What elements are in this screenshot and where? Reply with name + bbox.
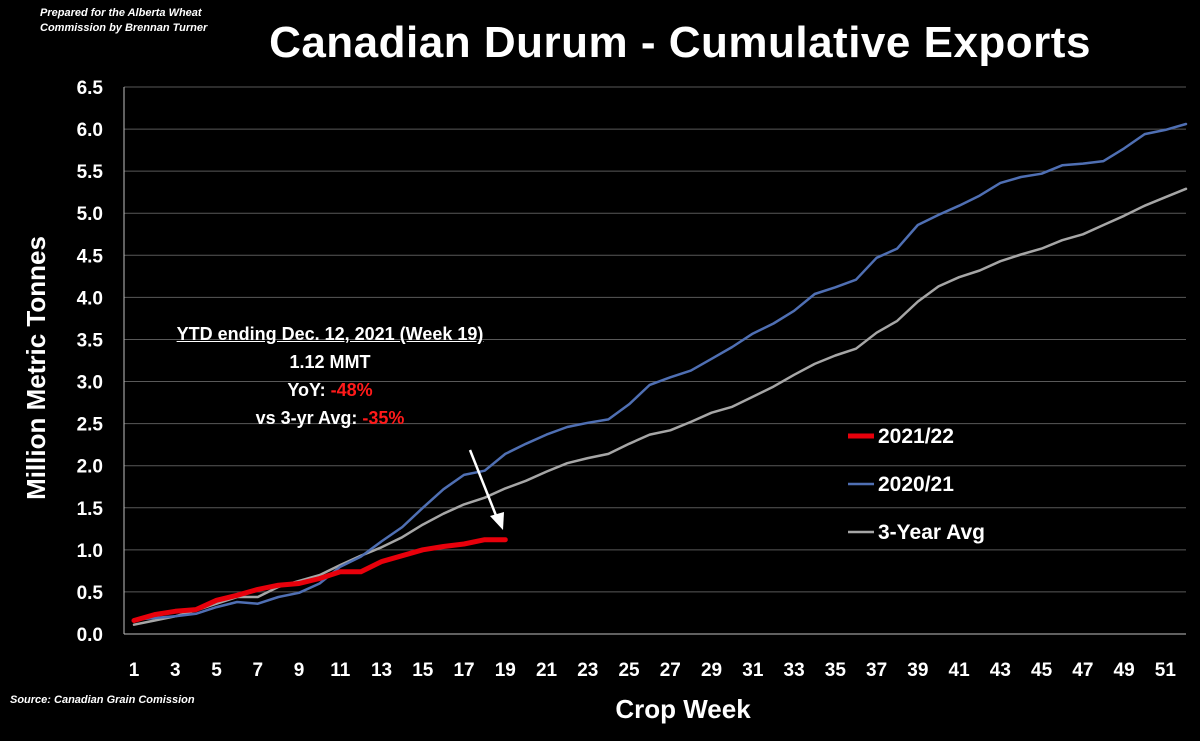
series-line [132, 187, 1188, 626]
annotation-heading: YTD ending Dec. 12, 2021 (Week 19) [176, 324, 484, 344]
y-tick-label: 1.5 [77, 499, 104, 520]
y-tick-label: 4.5 [77, 246, 104, 267]
series-line [131, 537, 508, 623]
legend: 2021/22 2020/21 3-Year Avg [848, 425, 985, 544]
y-tick-label: 2.0 [77, 457, 103, 478]
yoy-label: YoY: [287, 380, 331, 400]
x-tick-label: 13 [371, 660, 392, 681]
x-tick-label: 47 [1072, 660, 1093, 681]
y-tick-label: 4.0 [77, 288, 103, 309]
x-tick-label: 25 [618, 660, 640, 681]
x-tick-label: 11 [330, 660, 351, 681]
y-tick-label: 1.0 [77, 541, 103, 562]
x-axis-label: Crop Week [615, 694, 751, 724]
gridlines [123, 86, 1186, 635]
annotation-vs-avg: vs 3-yr Avg: -35% [140, 404, 520, 432]
annotation-arrow [468, 449, 499, 519]
x-tick-label: 3 [170, 660, 181, 681]
y-tick-label: 2.5 [77, 415, 104, 436]
x-tick-label: 31 [742, 660, 764, 681]
x-tick-label: 17 [453, 660, 474, 681]
series-line [132, 122, 1188, 621]
x-tick-label: 51 [1155, 660, 1177, 681]
x-tick-label: 5 [211, 660, 222, 681]
legend-label: 2021/22 [878, 425, 954, 448]
x-tick-label: 15 [412, 660, 434, 681]
y-axis-label: Million Metric Tonnes [21, 236, 51, 500]
data-series [131, 122, 1188, 626]
x-tick-label: 43 [990, 660, 1011, 681]
x-tick-label: 49 [1114, 660, 1135, 681]
x-tick-label: 41 [949, 660, 971, 681]
x-tick-label: 35 [825, 660, 847, 681]
y-tick-labels: 0.0 0.5 1.0 1.5 2.0 2.5 3.0 3.5 4.0 4.5 5.0 5.5 6.0 6… [77, 78, 104, 646]
annotation-arrowhead [490, 512, 504, 530]
source-note: Source: Canadian Grain Comission [10, 694, 195, 706]
annotation-total: 1.12 MMT [289, 352, 371, 372]
y-tick-label: 5.0 [77, 204, 103, 225]
prepared-by-note: Prepared for the Alberta Wheat Commissio… [40, 7, 208, 34]
vs-avg-value: -35% [362, 408, 405, 428]
yoy-value: -48% [330, 380, 373, 400]
x-tick-label: 21 [536, 660, 558, 681]
y-tick-label: 3.0 [77, 373, 103, 394]
x-tick-label: 19 [495, 660, 516, 681]
legend-label: 2020/21 [878, 473, 954, 496]
y-tick-label: 6.0 [77, 120, 103, 141]
y-tick-label: 6.5 [77, 78, 104, 99]
x-tick-label: 39 [907, 660, 928, 681]
x-tick-label: 7 [252, 660, 263, 681]
x-tick-label: 27 [660, 660, 681, 681]
x-tick-label: 33 [784, 660, 805, 681]
annotation-yoy: YoY: -48% [140, 376, 520, 404]
y-tick-label: 0.0 [77, 625, 103, 646]
x-tick-label: 9 [294, 660, 305, 681]
y-tick-label: 5.5 [77, 162, 104, 183]
x-tick-label: 29 [701, 660, 722, 681]
x-tick-label: 37 [866, 660, 887, 681]
legend-label: 3-Year Avg [878, 521, 985, 544]
vs-avg-label: vs 3-yr Avg: [255, 408, 363, 428]
x-tick-label: 23 [577, 660, 598, 681]
y-tick-label: 3.5 [77, 330, 104, 351]
chart-title: Canadian Durum - Cumulative Exports [269, 18, 1091, 67]
y-tick-label: 0.5 [77, 583, 104, 604]
ytd-annotation: YTD ending Dec. 12, 2021 (Week 19) 1.12 … [140, 320, 520, 432]
x-tick-labels: 1 3 5 7 9 11 13 15 17 19 21 23 25 27 29 31 33 35 37 39 41 43 4… [129, 660, 1177, 681]
x-tick-label: 45 [1031, 660, 1053, 681]
x-tick-label: 1 [129, 660, 140, 681]
